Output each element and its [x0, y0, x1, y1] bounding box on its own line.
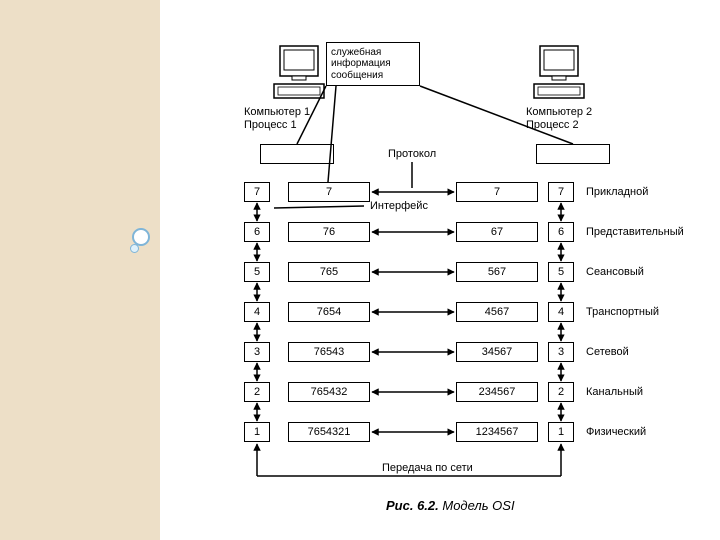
layer-num-right-4: 4 [548, 302, 574, 322]
empty-box-right [536, 144, 610, 164]
protocol-label: Протокол [388, 148, 436, 160]
data-right-6: 67 [456, 222, 538, 242]
layer-label-3: Сетевой [586, 346, 629, 358]
data-right-4: 4567 [456, 302, 538, 322]
data-left-1: 7654321 [288, 422, 370, 442]
layer-num-left-5: 5 [244, 262, 270, 282]
layer-num-right-7: 7 [548, 182, 574, 202]
interface-label: Интерфейс [370, 200, 428, 212]
data-left-4: 7654 [288, 302, 370, 322]
transmission-label: Передача по сети [382, 462, 473, 474]
computer1-label: Компьютер 1Процесс 1 [244, 106, 310, 132]
data-left-5: 765 [288, 262, 370, 282]
layer-label-1: Физический [586, 426, 646, 438]
layer-num-left-7: 7 [244, 182, 270, 202]
layer-num-left-2: 2 [244, 382, 270, 402]
data-right-3: 34567 [456, 342, 538, 362]
data-right-2: 234567 [456, 382, 538, 402]
empty-box-left [260, 144, 334, 164]
computer2-label: Компьютер 2Процесс 2 [526, 106, 592, 132]
layer-num-right-1: 1 [548, 422, 574, 442]
layer-num-right-3: 3 [548, 342, 574, 362]
layer-label-5: Сеансовый [586, 266, 644, 278]
layer-num-left-1: 1 [244, 422, 270, 442]
layer-num-right-2: 2 [548, 382, 574, 402]
data-right-1: 1234567 [456, 422, 538, 442]
data-left-2: 765432 [288, 382, 370, 402]
diagram-stage: { "canvas":{"w":720,"h":540,"bg":"#fffff… [0, 0, 720, 540]
layer-num-left-3: 3 [244, 342, 270, 362]
info-box: служебнаяинформациясообщения [326, 42, 420, 86]
data-left-7: 7 [288, 182, 370, 202]
data-right-5: 567 [456, 262, 538, 282]
layer-label-4: Транспортный [586, 306, 659, 318]
layer-label-6: Представительный [586, 226, 684, 238]
layer-label-7: Прикладной [586, 186, 648, 198]
figure-caption: Рис. 6.2. Модель OSI [386, 498, 515, 513]
layer-num-right-6: 6 [548, 222, 574, 242]
layer-label-2: Канальный [586, 386, 643, 398]
layer-num-left-4: 4 [244, 302, 270, 322]
bubble-decoration [132, 228, 150, 246]
layer-num-right-5: 5 [548, 262, 574, 282]
left-sidebar [0, 0, 160, 540]
layer-num-left-6: 6 [244, 222, 270, 242]
data-left-3: 76543 [288, 342, 370, 362]
data-right-7: 7 [456, 182, 538, 202]
data-left-6: 76 [288, 222, 370, 242]
